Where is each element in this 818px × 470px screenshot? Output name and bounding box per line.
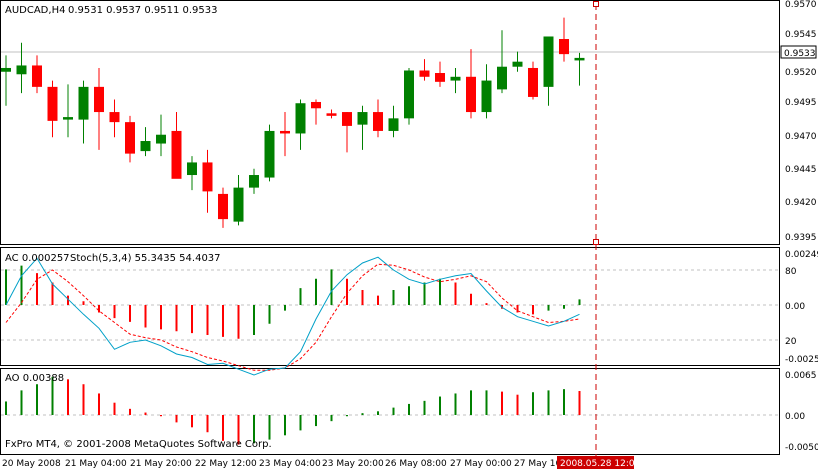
ac-histogram <box>5 265 581 339</box>
candle-body <box>419 70 430 77</box>
candle-body <box>156 134 166 144</box>
ac-tick: 0.002495 <box>785 250 818 260</box>
candle-body <box>543 36 554 87</box>
candle-body <box>326 113 337 116</box>
candle-body <box>342 112 352 126</box>
candle-body <box>280 130 290 134</box>
ao-panel-frame <box>0 368 780 455</box>
ao-label: AO 0.00388 <box>5 373 64 384</box>
crosshair-time-box <box>557 456 634 469</box>
candle-body <box>435 73 445 82</box>
candle-body <box>171 130 182 179</box>
ac-tick: 80 <box>785 267 797 277</box>
candle-body <box>202 162 213 192</box>
time-label: 21 May 20:00 <box>130 459 192 469</box>
ao-tick: 0.00 <box>785 412 805 422</box>
candle-body <box>233 187 244 222</box>
candle-body <box>559 39 569 55</box>
candle-body <box>295 103 306 134</box>
candle-body <box>388 118 399 131</box>
price-tick: 0.9545 <box>785 30 817 40</box>
candle-body <box>574 57 585 61</box>
candle-body <box>94 86 104 113</box>
candle-body <box>512 61 523 67</box>
candle-body <box>450 76 461 81</box>
candle-body <box>357 112 368 125</box>
candle-body <box>466 76 476 113</box>
crosshair-handle-bottom[interactable] <box>593 239 599 245</box>
candle-body <box>404 70 414 119</box>
crosshair-time-label: 2008.05.28 12:00 <box>560 459 641 469</box>
ac-tick: 20 <box>785 337 797 347</box>
ao-tick: 0.0065 <box>785 371 817 381</box>
candle-body <box>140 141 151 152</box>
main-panel-frame <box>0 0 780 245</box>
candle-body <box>481 80 492 113</box>
price-tick: 0.9570 <box>785 0 817 10</box>
candle-body <box>63 117 73 120</box>
price-tick: 0.9445 <box>785 165 817 175</box>
candle-body <box>528 67 538 97</box>
ac-scale[interactable]: 0.002495 80 0.00 20 -0.00259 <box>785 250 818 365</box>
candle-body <box>187 162 197 176</box>
candle-body <box>32 65 42 87</box>
time-label: 27 May 16:00 <box>514 459 576 469</box>
candle-body <box>16 65 27 75</box>
symbol-label: AUDCAD,H4 <box>5 5 65 16</box>
crosshair-handle-top[interactable] <box>593 1 599 7</box>
candles-layer <box>1 17 585 228</box>
ao-scale[interactable]: 0.0065 0.00 -0.00505 <box>785 371 818 453</box>
ac-tick: -0.00259 <box>785 355 818 365</box>
candle-body <box>218 193 228 220</box>
candle-body <box>1 67 11 72</box>
candle-body <box>373 112 383 131</box>
candle-body <box>497 66 507 90</box>
time-label: 21 May 04:00 <box>65 459 127 469</box>
price-tick: 0.9420 <box>785 198 817 208</box>
candle-body <box>47 86 58 121</box>
current-price-box <box>780 45 817 59</box>
candle-body <box>311 101 321 109</box>
price-tick: 0.9395 <box>785 233 817 243</box>
stoch-main-line <box>5 256 580 376</box>
price-tick: 0.9520 <box>785 68 817 78</box>
time-label: 22 May 12:00 <box>195 459 257 469</box>
time-label: 23 May 20:00 <box>322 459 384 469</box>
time-label: 20 May 2008 <box>2 459 61 469</box>
price-scale[interactable]: 0.9570 0.9545 0.9520 0.9495 0.9470 0.944… <box>780 0 817 243</box>
time-label: 23 May 04:00 <box>259 459 321 469</box>
ac-label: AC 0.000257 <box>5 253 70 264</box>
time-label: 26 May 08:00 <box>385 459 447 469</box>
candle-body <box>249 175 259 188</box>
price-tick: 0.9470 <box>785 132 817 142</box>
candle-body <box>109 112 120 123</box>
ac-panel-frame <box>0 247 780 366</box>
stoch-label: Stoch(5,3,4) 55.3435 54.4037 <box>70 253 221 264</box>
stoch-signal-line <box>5 263 580 371</box>
ac-tick: 0.00 <box>785 302 805 312</box>
time-label: 27 May 00:00 <box>450 459 512 469</box>
candle-body <box>78 86 89 120</box>
candle-body <box>125 122 135 154</box>
price-tick: 0.9495 <box>785 98 817 108</box>
copyright-text: FxPro MT4, © 2001-2008 MetaQuotes Softwa… <box>5 439 272 450</box>
ao-histogram <box>5 376 581 445</box>
ohlc-label: 0.9531 0.9537 0.9511 0.9533 <box>68 5 218 16</box>
ao-tick: -0.00505 <box>785 443 818 453</box>
current-price-label: 0.9533 <box>784 49 816 59</box>
time-axis[interactable]: 20 May 2008 21 May 04:00 21 May 20:00 22… <box>2 459 576 469</box>
candle-body <box>264 130 275 178</box>
